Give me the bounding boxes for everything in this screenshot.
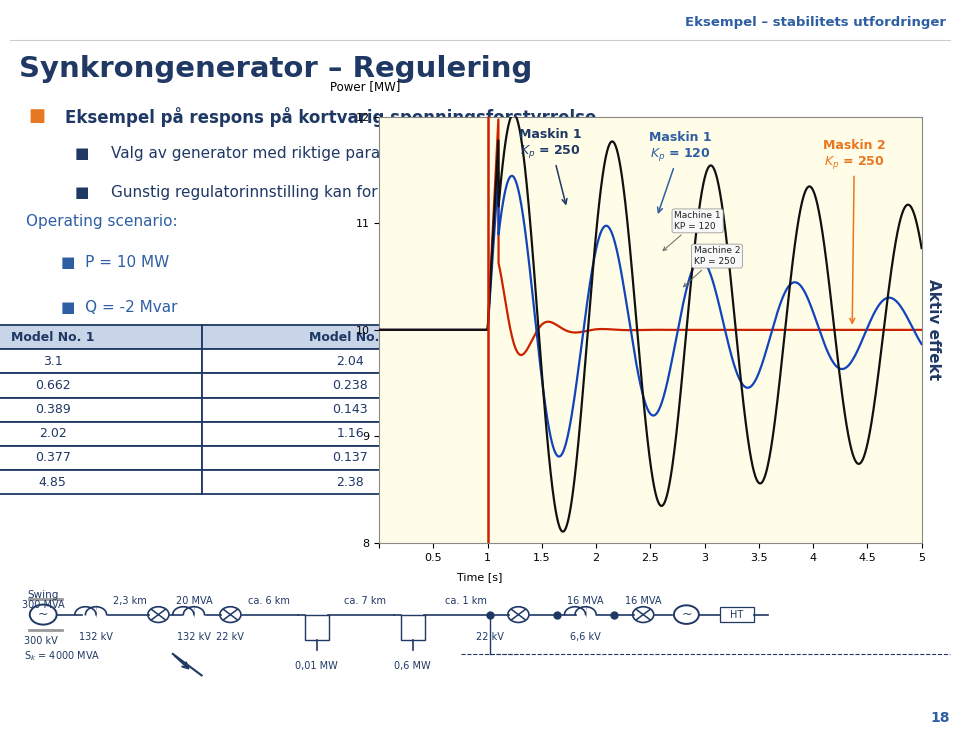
Text: ~: ~ bbox=[38, 608, 48, 621]
Text: Maskin 1
$K_p$ = 250: Maskin 1 $K_p$ = 250 bbox=[519, 128, 582, 204]
Text: 6,6 kV: 6,6 kV bbox=[570, 633, 601, 642]
Text: ~: ~ bbox=[682, 608, 691, 621]
Text: 0,01 MW: 0,01 MW bbox=[296, 661, 338, 671]
Text: 0,6 MW: 0,6 MW bbox=[395, 661, 431, 671]
Text: Eksempel på respons på kortvarig spenningsforstyrrelse: Eksempel på respons på kortvarig spennin… bbox=[65, 107, 597, 127]
Text: 18: 18 bbox=[931, 712, 950, 725]
Text: HT: HT bbox=[731, 609, 743, 620]
Text: Maskin 1
$K_p$ = 120: Maskin 1 $K_p$ = 120 bbox=[650, 131, 712, 213]
Text: Valg av generator med riktige parametre er viktige: Valg av generator med riktige parametre … bbox=[111, 146, 504, 161]
Text: Eksempel – stabilitets utfordringer: Eksempel – stabilitets utfordringer bbox=[684, 15, 946, 28]
Text: Machine 1
KP = 120: Machine 1 KP = 120 bbox=[663, 211, 721, 251]
Bar bbox=[305, 615, 328, 639]
Text: ■  P = 10 MW: ■ P = 10 MW bbox=[60, 254, 169, 270]
Text: ■: ■ bbox=[75, 146, 89, 161]
Text: ca. 1 km: ca. 1 km bbox=[444, 596, 487, 606]
Text: 300 MVA: 300 MVA bbox=[22, 599, 64, 609]
Text: ■  Q = -2 Mvar: ■ Q = -2 Mvar bbox=[60, 300, 178, 316]
Text: 300 kV: 300 kV bbox=[24, 636, 58, 646]
Text: Time [s]: Time [s] bbox=[457, 572, 503, 582]
Text: Maskin 2
$K_p$ = 250: Maskin 2 $K_p$ = 250 bbox=[823, 139, 886, 323]
Text: 16 MVA: 16 MVA bbox=[625, 596, 661, 606]
Bar bbox=[720, 607, 754, 622]
Text: Synkrongenerator – Regulering: Synkrongenerator – Regulering bbox=[19, 55, 533, 83]
Text: 132 kV: 132 kV bbox=[177, 633, 211, 642]
Text: Gunstig regulatorinnstilling kan forbedre stabiliteten: Gunstig regulatorinnstilling kan forbedr… bbox=[111, 185, 514, 200]
Text: Machine 2
KP = 250: Machine 2 KP = 250 bbox=[684, 246, 740, 286]
Text: 22 kV: 22 kV bbox=[475, 633, 504, 642]
Text: Swing: Swing bbox=[28, 590, 59, 600]
Text: ca. 7 km: ca. 7 km bbox=[344, 596, 386, 606]
Text: Operating scenario:: Operating scenario: bbox=[26, 214, 178, 229]
Text: ca. 6 km: ca. 6 km bbox=[248, 596, 290, 606]
Y-axis label: Aktiv effekt: Aktiv effekt bbox=[926, 279, 941, 381]
Text: 20 MVA: 20 MVA bbox=[176, 596, 212, 606]
Text: 2,3 km: 2,3 km bbox=[112, 596, 147, 606]
Text: 16 MVA: 16 MVA bbox=[567, 596, 604, 606]
Text: 132 kV: 132 kV bbox=[79, 633, 113, 642]
Bar bbox=[401, 615, 424, 639]
Text: Power [MW]: Power [MW] bbox=[330, 80, 400, 93]
Text: ■: ■ bbox=[29, 107, 45, 125]
Text: S$_k$ = 4000 MVA: S$_k$ = 4000 MVA bbox=[24, 649, 101, 663]
Text: ■: ■ bbox=[75, 185, 89, 200]
Text: 22 kV: 22 kV bbox=[216, 633, 245, 642]
